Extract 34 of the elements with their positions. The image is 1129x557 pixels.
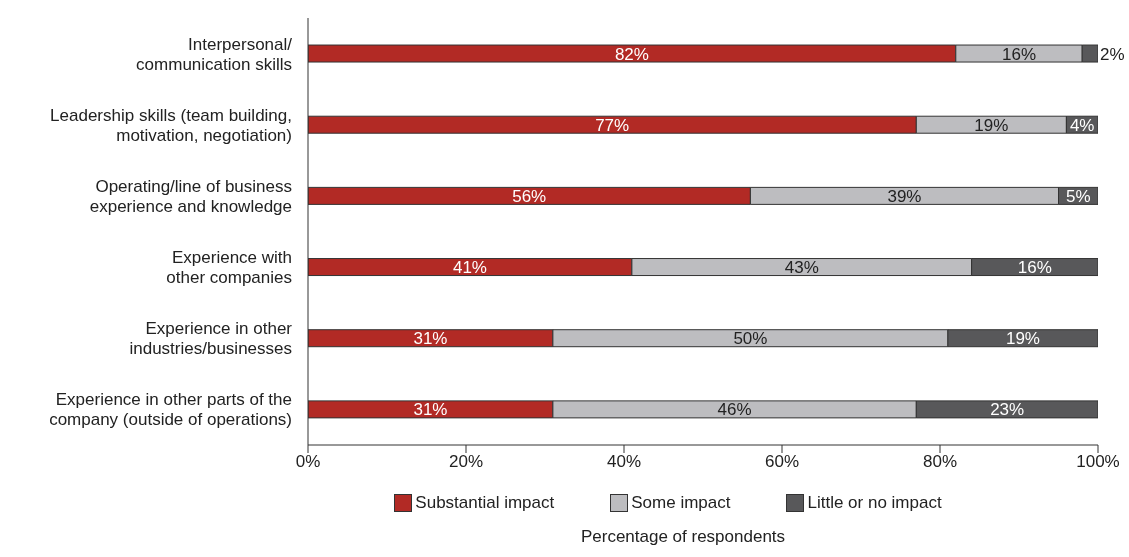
y-tick-label: Interpersonal/ communication skills	[136, 34, 293, 74]
legend-label: Substantial impact	[414, 493, 555, 513]
x-tick-label: 100%	[1076, 452, 1120, 472]
data-label: 2%	[1100, 44, 1125, 64]
data-label: 31%	[413, 400, 448, 420]
data-label: 5%	[1065, 186, 1091, 206]
x-axis-title: Percentage of respondents	[579, 527, 787, 547]
x-tick-label: 80%	[922, 452, 958, 472]
data-label: 31%	[413, 329, 448, 349]
y-tick-label: Leadership skills (team building, motivation, negotiation)	[50, 105, 292, 145]
data-label: 43%	[784, 258, 819, 278]
y-tick-label: Experience with other companies	[166, 248, 292, 288]
data-label: 39%	[887, 186, 922, 206]
y-tick-label: Experience in other parts of the company (outside of operations)	[49, 390, 292, 430]
x-tick-label: 20%	[448, 452, 484, 472]
data-label: 16%	[1017, 258, 1052, 278]
data-label: 19%	[1005, 329, 1040, 349]
data-label: 23%	[990, 400, 1025, 420]
data-label: 19%	[974, 115, 1009, 135]
data-label: 46%	[717, 400, 752, 420]
data-label: 56%	[512, 186, 547, 206]
legend-label: Some impact	[630, 493, 731, 513]
legend-label: Little or no impact	[806, 493, 942, 513]
x-tick-label: 0%	[295, 452, 321, 472]
x-tick-label: 60%	[764, 452, 800, 472]
data-label: 77%	[595, 115, 630, 135]
y-tick-label: Experience in other industries/businesses	[129, 319, 293, 359]
data-label: 50%	[733, 329, 768, 349]
x-tick-label: 40%	[606, 452, 642, 472]
data-label: 4%	[1069, 115, 1095, 135]
data-label: 82%	[614, 44, 649, 64]
data-label: 16%	[1001, 44, 1037, 64]
y-tick-label: Operating/line of business experience and knowledge	[89, 176, 292, 216]
data-label: 41%	[452, 258, 487, 278]
